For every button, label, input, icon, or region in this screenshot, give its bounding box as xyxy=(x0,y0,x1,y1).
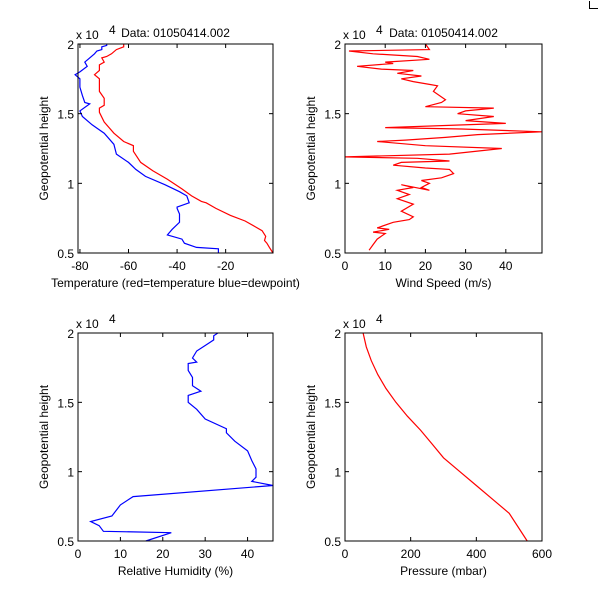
y-tick-label: 0.5 xyxy=(57,535,74,549)
axes-box xyxy=(77,43,274,254)
x-tick-label: 10 xyxy=(379,259,393,273)
subplot-2: 0 10 20 30 40 0.5 1 1.5 2x 10 4 Data: 01050414.002… xyxy=(304,23,543,290)
y-tick-label: 1 xyxy=(67,177,74,191)
x-tick-label: 0 xyxy=(342,547,349,561)
y-axis-label: Geopotential height xyxy=(37,96,51,201)
y-tick-label: 0.5 xyxy=(324,535,341,549)
y-exponent-power: 4 xyxy=(376,23,383,37)
y-tick-label: 1.5 xyxy=(324,396,341,410)
y-exponent-power: 4 xyxy=(109,23,116,37)
x-axis-label: Wind Speed (m/s) xyxy=(395,276,491,290)
y-tick-label: 1.5 xyxy=(57,396,74,410)
y-axis-label: Geopotential height xyxy=(37,384,51,489)
series-line-pressure xyxy=(362,332,528,542)
x-tick-label: -40 xyxy=(168,259,186,273)
x-tick-label: 40 xyxy=(241,547,255,561)
y-tick-label: 2 xyxy=(334,38,341,52)
x-tick-label: 30 xyxy=(198,547,212,561)
x-tick-label: 10 xyxy=(114,547,128,561)
y-tick-label: 1 xyxy=(67,466,74,480)
window-corner-icon[interactable] xyxy=(589,1,598,9)
series-line-dewpoint xyxy=(74,44,219,253)
axes-box xyxy=(77,332,274,542)
x-tick-label: 30 xyxy=(459,259,473,273)
x-axis-label: Temperature (red=temperature blue=dewpoi… xyxy=(51,276,300,290)
x-tick-label: 0 xyxy=(342,259,349,273)
y-exponent-label: x 10 xyxy=(76,28,99,42)
subplot-3: 0 10 20 30 40 0.5 1 1.5 2x 10 4 Relative Humidity … xyxy=(37,312,274,578)
y-exponent-label: x 10 xyxy=(343,317,366,331)
series-line-wind-speed xyxy=(344,43,543,251)
y-exponent-label: x 10 xyxy=(343,28,366,42)
axes-box xyxy=(344,332,543,542)
chart-title: Data: 01050414.002 xyxy=(389,26,498,40)
subplot-1: -80 -60 -40 -20 0.5 1 1.5 2x 10 4 Data: 01050414.… xyxy=(37,23,300,290)
y-tick-label: 1 xyxy=(334,177,341,191)
chart-title: Data: 01050414.002 xyxy=(121,26,230,40)
y-tick-label: 0.5 xyxy=(324,247,341,261)
x-tick-label: 600 xyxy=(532,547,552,561)
x-tick-label: -60 xyxy=(120,259,138,273)
y-tick-label: 1 xyxy=(334,466,341,480)
y-exponent-power: 4 xyxy=(376,312,383,326)
y-tick-label: 2 xyxy=(67,38,74,52)
x-axis-label: Pressure (mbar) xyxy=(400,564,487,578)
y-exponent-power: 4 xyxy=(109,312,116,326)
x-axis-label: Relative Humidity (%) xyxy=(118,564,233,578)
y-axis-label: Geopotential height xyxy=(304,384,318,489)
series-line-relative-humidity xyxy=(88,332,274,542)
y-axis-label: Geopotential height xyxy=(304,96,318,201)
subplot-4: 0 200 400 600 0.5 1 1.5 2x 10 4 Pressure (mbar) Ge… xyxy=(304,312,552,578)
x-tick-label: 20 xyxy=(156,547,170,561)
y-tick-label: 2 xyxy=(334,327,341,341)
y-tick-label: 1.5 xyxy=(57,108,74,122)
x-tick-label: 0 xyxy=(75,547,82,561)
x-tick-label: 40 xyxy=(499,259,513,273)
y-tick-label: 0.5 xyxy=(57,247,74,261)
x-tick-label: 200 xyxy=(401,547,421,561)
y-tick-label: 2 xyxy=(67,327,74,341)
series-line-temperature xyxy=(93,44,274,254)
x-tick-label: -80 xyxy=(71,259,89,273)
y-tick-label: 1.5 xyxy=(324,108,341,122)
x-tick-label: 400 xyxy=(466,547,486,561)
axes-box xyxy=(344,43,543,254)
y-exponent-label: x 10 xyxy=(76,317,99,331)
x-tick-label: 20 xyxy=(419,259,433,273)
x-tick-label: -20 xyxy=(217,259,235,273)
